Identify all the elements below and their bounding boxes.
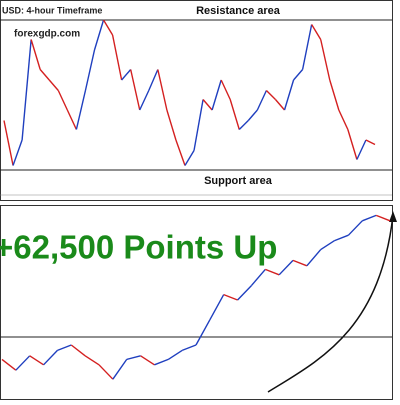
price-segment	[375, 214, 391, 222]
price-segment	[238, 120, 249, 130]
price-segment	[274, 99, 286, 111]
price-segment	[347, 129, 358, 160]
price-segment	[166, 109, 177, 141]
top-panel-frame	[0, 0, 393, 201]
price-segment	[223, 293, 238, 301]
price-segment	[320, 240, 335, 251]
price-segment	[229, 99, 240, 130]
price-segment	[70, 344, 86, 357]
price-segment	[30, 39, 41, 70]
price-segment	[334, 234, 349, 242]
price-segment	[129, 69, 141, 111]
headline: +62,500 Points Up	[0, 229, 277, 266]
price-segment	[247, 109, 258, 121]
price-segment	[84, 355, 100, 366]
price-segment	[293, 69, 304, 81]
arrow-head	[389, 211, 397, 222]
price-segment	[356, 139, 367, 160]
price-segment	[57, 344, 72, 352]
price-segment	[84, 49, 96, 91]
price-segment	[43, 349, 58, 366]
price-segment	[157, 69, 168, 111]
price-segment	[121, 69, 132, 81]
price-segment	[301, 24, 313, 70]
price-segment	[1, 358, 17, 371]
price-segment	[292, 259, 308, 267]
price-segment	[329, 79, 340, 111]
price-segment	[306, 249, 322, 267]
price-segment	[139, 90, 150, 111]
price-segment	[175, 139, 186, 166]
price-segment	[15, 355, 31, 371]
price-segment	[265, 268, 280, 276]
price-segment	[57, 90, 68, 111]
price-segment	[140, 355, 155, 366]
price-segment	[75, 90, 87, 130]
price-segment	[3, 120, 14, 166]
price-segment	[29, 355, 44, 366]
price-segment	[311, 24, 322, 40]
price-segment	[278, 259, 294, 276]
price-segment	[112, 358, 128, 380]
price-segment	[184, 150, 195, 166]
price-segment	[126, 355, 141, 361]
resistance-label: Resistance area	[196, 5, 281, 17]
price-segment	[209, 294, 225, 321]
price-segment	[347, 220, 363, 236]
price-segment	[211, 79, 222, 111]
price-segment	[193, 99, 204, 151]
arrow-curve	[267, 214, 394, 393]
price-segment	[39, 69, 50, 81]
price-segment	[362, 214, 377, 222]
price-segment	[265, 90, 276, 100]
price-segment	[48, 79, 59, 91]
price-segment	[12, 139, 23, 166]
price-segment	[338, 109, 349, 130]
site-name: forexgdp.com	[14, 29, 80, 40]
price-segment	[154, 358, 169, 366]
price-segment	[320, 39, 331, 81]
price-segment	[66, 109, 78, 130]
price-segment	[220, 79, 231, 100]
price-segment	[111, 34, 123, 81]
price-segment	[98, 364, 114, 380]
chart-title: USD: 4-hour Timeframe	[2, 5, 102, 15]
price-segment	[256, 90, 268, 111]
price-segment	[202, 99, 213, 111]
price-segment	[365, 139, 376, 146]
price-segment	[250, 268, 266, 287]
price-segment	[102, 19, 114, 36]
price-segment	[181, 344, 197, 352]
price-segment	[195, 319, 211, 346]
price-segment	[21, 39, 32, 141]
price-segment	[237, 285, 252, 301]
support-label: Support area	[204, 175, 273, 187]
price-segment	[93, 19, 105, 51]
price-segment	[167, 349, 183, 360]
price-segment	[148, 69, 159, 91]
price-segment	[283, 79, 295, 111]
